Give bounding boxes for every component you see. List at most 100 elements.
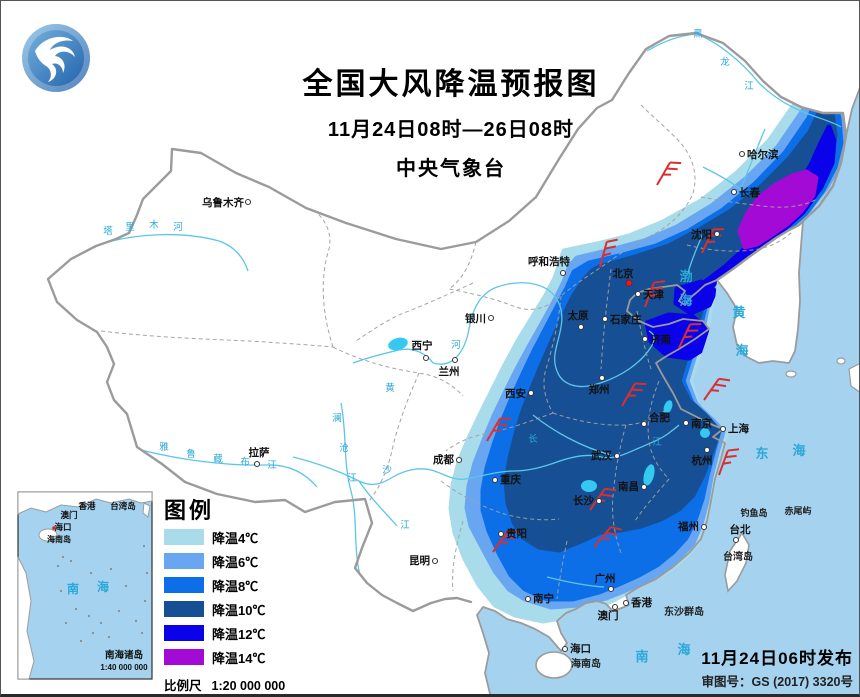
river-name-char: 黄 <box>385 382 395 394</box>
legend-item: 降温8℃ <box>164 573 295 597</box>
inset-island-speck <box>89 571 93 575</box>
river-name-char: 河 <box>173 221 183 233</box>
city-dot <box>559 269 567 277</box>
scale-row: 比例尺 1:20 000 000 <box>164 675 295 694</box>
inset-island-speck <box>117 609 121 613</box>
sea-name-char: 海 <box>792 443 807 458</box>
river-name-char: 藏 <box>213 453 223 465</box>
city-dot <box>607 585 615 593</box>
inset-label: 南海诸岛 <box>105 649 143 661</box>
city-dot <box>611 603 619 611</box>
legend-panel: 图例 降温4℃ 降温6℃ 降温8℃ 降温10℃ 降温12℃ 降温14℃ 比例尺 1:20 0… <box>164 493 295 694</box>
islands <box>535 357 859 679</box>
city-dot <box>738 150 746 158</box>
map-agency: 中央气象台 <box>396 158 506 180</box>
city-label: 成都 <box>433 453 454 466</box>
legend-item: 降温12℃ <box>164 621 295 645</box>
inset-haikou-dot <box>52 526 56 530</box>
inset-sea-label: 海 <box>97 579 109 594</box>
river-name-char: 沧 <box>339 442 349 454</box>
city-label: 长沙 <box>573 494 594 507</box>
city-dot <box>451 356 459 364</box>
legend-label: 降温8℃ <box>212 578 259 594</box>
inset-label: 澳门 <box>60 510 77 520</box>
river-name-char: 黑 <box>693 29 703 40</box>
legend-label: 降温14℃ <box>212 650 266 666</box>
river-name-char: 澜 <box>332 413 342 424</box>
inset-label: 1:40 000 000 <box>100 663 148 672</box>
city-label: 沈阳 <box>691 228 712 241</box>
inset-island-speck <box>143 599 147 603</box>
inset-island-speck <box>109 567 113 571</box>
city-dot <box>431 557 439 565</box>
city-label: 西安 <box>505 387 526 400</box>
river-name-char: 长 <box>528 433 538 445</box>
sea-name-char: 东 <box>755 446 770 461</box>
hainan-island <box>535 651 573 679</box>
city-dot <box>732 536 740 544</box>
city-dot-capital <box>625 279 633 287</box>
legend-swatch-c8 <box>164 577 204 593</box>
city-label: 重庆 <box>500 473 521 486</box>
city-label: 广州 <box>595 572 616 585</box>
city-label: 呼和浩特 <box>528 255 570 268</box>
city-label: 合肥 <box>648 411 670 424</box>
legend-item: 降温6℃ <box>164 549 295 573</box>
city-label: 哈尔滨 <box>747 148 779 161</box>
city-dot <box>422 354 430 362</box>
cooling-bands <box>448 58 846 624</box>
release-time: 11月24日06时发布 <box>701 649 853 668</box>
map-period: 11月24日08时—26日08时 <box>327 119 575 141</box>
island-label: 钓鱼岛 <box>740 507 767 518</box>
inset-island-speck <box>145 571 149 575</box>
city-dot <box>682 419 690 427</box>
city-label: 杭州 <box>692 454 713 467</box>
city-label: 南宁 <box>533 592 554 605</box>
sea-name-char: 海 <box>679 293 694 308</box>
city-dot <box>613 452 621 460</box>
legend-item: 降温10℃ <box>164 597 295 621</box>
cma-logo <box>17 19 95 97</box>
scale-label: 比例尺 <box>164 679 202 693</box>
city-dot <box>595 497 603 505</box>
river-name-char: 雅 <box>159 441 169 453</box>
city-label: 昆明 <box>409 555 430 567</box>
inset-island-speck <box>56 564 60 568</box>
city-label: 郑州 <box>589 383 610 396</box>
inset-island-speck <box>142 544 146 548</box>
city-label: 澳门 <box>598 609 619 622</box>
release-block: 11月24日06时发布 审图号：GS (2017) 3320号 <box>701 644 853 690</box>
city-dot <box>527 389 535 397</box>
inset-label: 海口 <box>54 522 71 532</box>
legend-label: 降温6℃ <box>212 554 259 570</box>
river-name-char: 鲁 <box>186 448 196 460</box>
city-label: 银川 <box>465 312 486 325</box>
sea-name-char: 黄 <box>732 305 747 320</box>
city-dot <box>577 323 585 331</box>
legend-item: 降温14℃ <box>164 645 295 669</box>
inset-island-speck <box>140 631 144 635</box>
city-label: 台北 <box>730 523 751 536</box>
inset-island-speck <box>107 635 111 639</box>
city-dot <box>703 446 711 454</box>
inset-island-speck <box>79 639 83 643</box>
river-name-char: 龙 <box>720 56 730 68</box>
title-block: 全国大风降温预报图 11月24日08时—26日08时 中央气象台 <box>241 59 661 181</box>
taiwan-island <box>724 531 750 593</box>
city-label: 南京 <box>691 417 712 430</box>
inset-label: 台湾岛 <box>110 501 136 511</box>
city-dot <box>713 230 721 238</box>
city-label: 武汉 <box>591 449 612 462</box>
river-labels: 塔里木河黑龙江黄河长 江雅鲁藏布江澜沧江沙江 <box>103 29 754 531</box>
sea-labels: 渤海黄海东 海南海 <box>635 269 807 664</box>
city-dot <box>640 483 648 491</box>
inset-taiwan <box>142 502 151 518</box>
legend-item: 降温4℃ <box>164 525 295 549</box>
inset-hainan <box>38 528 58 542</box>
city-dot <box>641 335 649 343</box>
city-dot <box>601 315 609 323</box>
city-dot <box>253 460 261 468</box>
city-dot <box>561 645 569 653</box>
city-label: 海口 <box>570 642 591 655</box>
